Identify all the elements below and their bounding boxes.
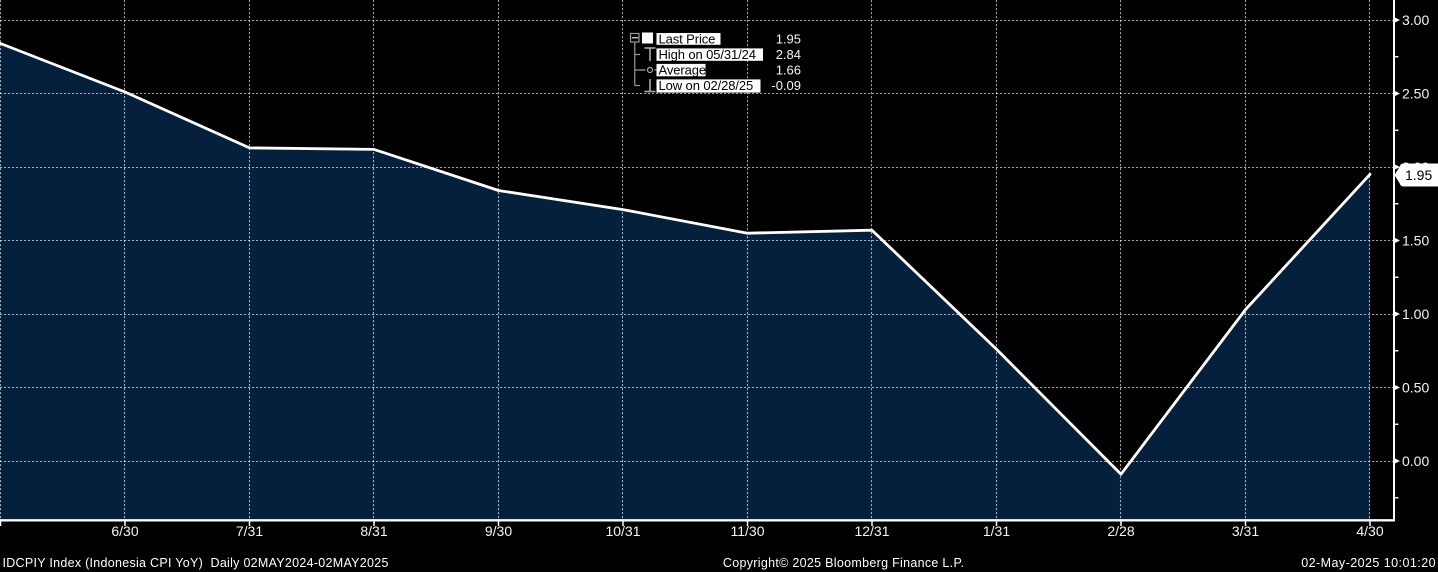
svg-text:11/30: 11/30 <box>731 523 765 539</box>
svg-text:1.50: 1.50 <box>1402 233 1429 249</box>
svg-text:1.66: 1.66 <box>776 63 801 78</box>
svg-text:6/30: 6/30 <box>111 523 138 539</box>
svg-text:02-May-2025 10:01:20: 02-May-2025 10:01:20 <box>1301 556 1436 570</box>
svg-text:2.50: 2.50 <box>1402 86 1429 102</box>
svg-text:IDCPIY Index (Indonesia CPI Yo: IDCPIY Index (Indonesia CPI YoY) Daily 0… <box>3 556 389 570</box>
svg-text:0.50: 0.50 <box>1402 380 1429 396</box>
svg-text:Copyright© 2025 Bloomberg Fina: Copyright© 2025 Bloomberg Finance L.P. <box>723 556 964 570</box>
svg-text:10/31: 10/31 <box>605 523 640 539</box>
svg-text:1/31: 1/31 <box>983 523 1010 539</box>
svg-text:1.95: 1.95 <box>776 32 801 47</box>
svg-text:12/31: 12/31 <box>854 523 889 539</box>
svg-text:7/31: 7/31 <box>236 523 263 539</box>
svg-text:1.95: 1.95 <box>1405 167 1432 183</box>
svg-text:1.00: 1.00 <box>1402 306 1429 322</box>
svg-text:8/31: 8/31 <box>360 523 387 539</box>
svg-text:0.00: 0.00 <box>1402 453 1429 469</box>
svg-text:2.84: 2.84 <box>776 47 801 62</box>
svg-text:Low on 02/28/25: Low on 02/28/25 <box>659 78 754 93</box>
svg-text:Last Price: Last Price <box>659 32 716 47</box>
svg-text:High on 05/31/24: High on 05/31/24 <box>659 47 756 62</box>
svg-text:-0.09: -0.09 <box>771 78 801 93</box>
svg-text:Average: Average <box>659 63 707 78</box>
svg-text:4/30: 4/30 <box>1356 523 1383 539</box>
svg-text:9/30: 9/30 <box>485 523 512 539</box>
svg-text:2/28: 2/28 <box>1107 523 1134 539</box>
svg-text:3/31: 3/31 <box>1232 523 1259 539</box>
svg-text:3.00: 3.00 <box>1402 12 1429 28</box>
